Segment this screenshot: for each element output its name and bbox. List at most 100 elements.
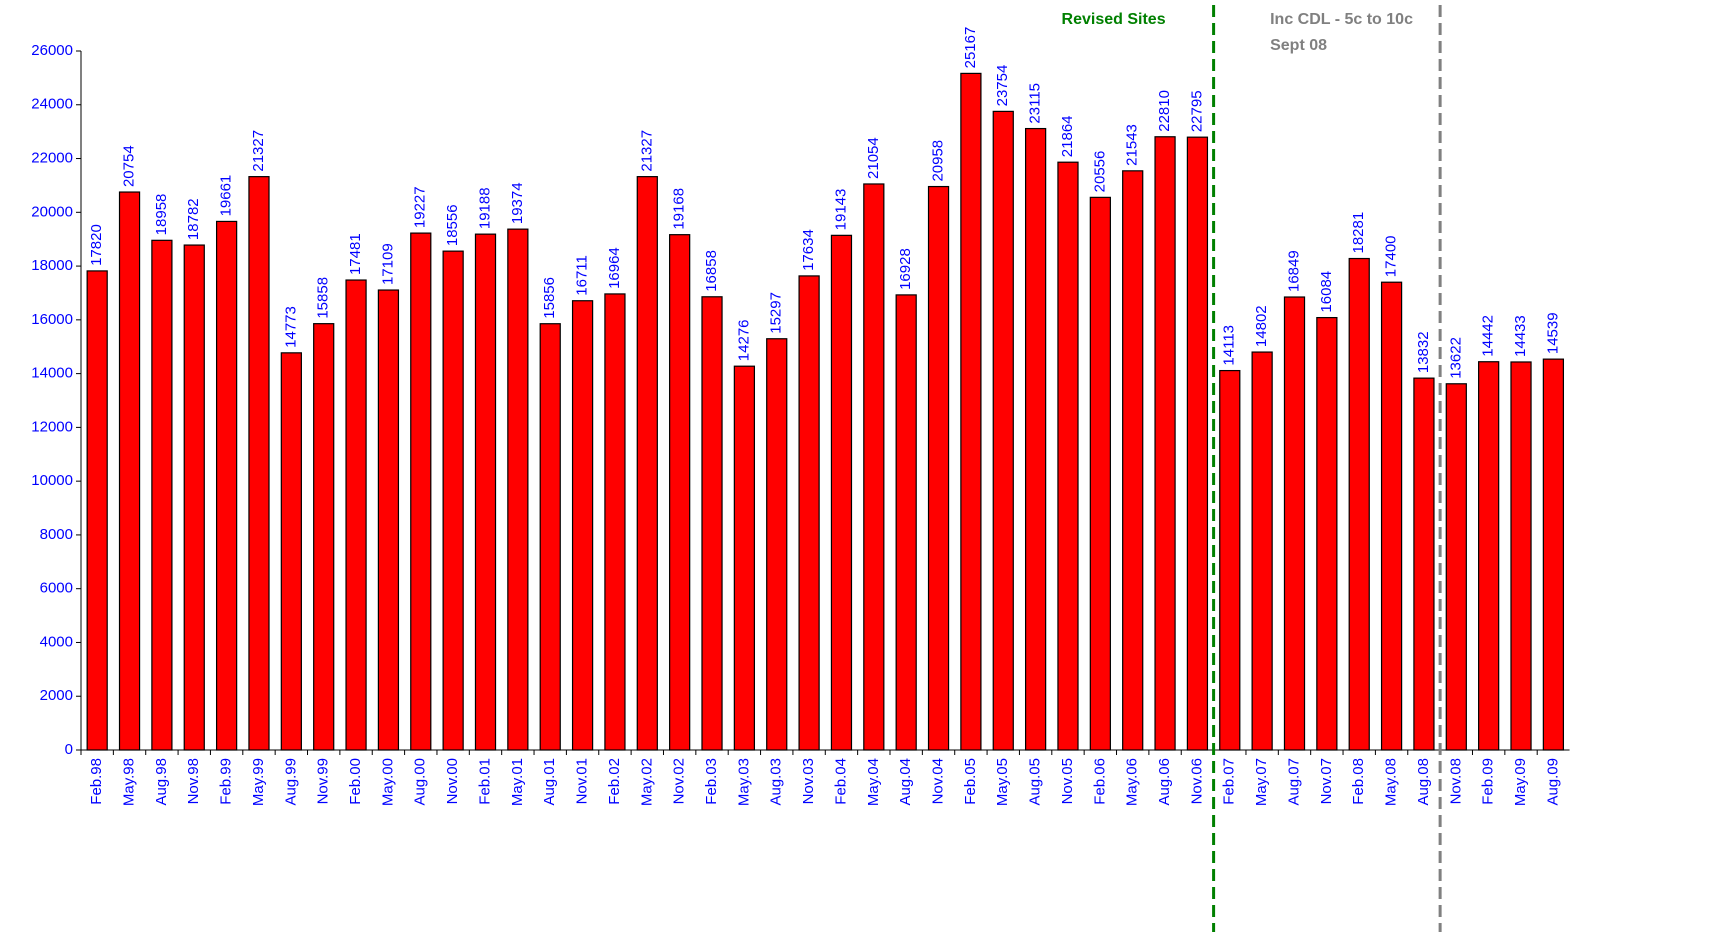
value-label: 20556 xyxy=(1091,151,1108,193)
bar xyxy=(604,293,626,751)
bar xyxy=(86,270,108,751)
x-tick-label: May.09 xyxy=(1512,758,1529,806)
x-tick-label: Aug.08 xyxy=(1415,758,1432,806)
value-label: 15297 xyxy=(768,292,785,334)
value-label: 14113 xyxy=(1221,325,1238,366)
bar xyxy=(1154,136,1176,751)
bar xyxy=(1478,361,1500,751)
bar xyxy=(733,365,756,751)
bar xyxy=(798,275,820,751)
y-tick-label: 6000 xyxy=(40,580,73,597)
y-tick-label: 22000 xyxy=(31,150,73,167)
bar xyxy=(442,250,464,751)
value-label: 19227 xyxy=(412,186,429,228)
x-tick-label: May.06 xyxy=(1124,758,1141,806)
x-tick-label: May.98 xyxy=(121,758,138,806)
value-label: 16711 xyxy=(574,255,591,296)
value-label: 21327 xyxy=(638,130,655,172)
bar xyxy=(1057,161,1079,751)
value-label: 19661 xyxy=(218,175,235,217)
x-tick-label: Aug.05 xyxy=(1027,758,1044,806)
value-label: 15856 xyxy=(541,277,558,319)
value-label: 18281 xyxy=(1350,212,1367,254)
x-tick-label: Nov.08 xyxy=(1447,758,1464,804)
x-tick-label: May.99 xyxy=(250,758,267,806)
y-tick-label: 26000 xyxy=(31,42,73,59)
y-tick-label: 8000 xyxy=(40,526,73,543)
x-tick-label: Aug.00 xyxy=(412,758,429,806)
x-tick-label: Feb.99 xyxy=(218,758,235,805)
bar xyxy=(960,72,982,751)
value-label: 22810 xyxy=(1156,90,1173,132)
x-tick-label: May.07 xyxy=(1253,758,1270,806)
bar xyxy=(701,296,723,751)
x-tick-label: Feb.01 xyxy=(476,758,493,805)
value-label: 13622 xyxy=(1447,337,1464,379)
value-label: 17400 xyxy=(1383,235,1400,277)
value-label: 21543 xyxy=(1124,124,1141,166)
x-tick-label: Aug.01 xyxy=(541,758,558,806)
value-label: 23754 xyxy=(994,65,1011,107)
y-tick-label: 2000 xyxy=(40,687,73,704)
bar xyxy=(1348,257,1370,751)
value-label: 14442 xyxy=(1480,315,1497,357)
value-label: 20754 xyxy=(121,145,138,187)
value-label: 18556 xyxy=(444,204,461,246)
value-label: 21054 xyxy=(865,137,882,179)
value-label: 14539 xyxy=(1544,312,1561,354)
bar xyxy=(1186,136,1209,751)
x-tick-label: Feb.03 xyxy=(703,758,720,805)
bar xyxy=(118,191,141,751)
bar xyxy=(992,110,1014,751)
x-tick-label: Feb.09 xyxy=(1480,758,1497,805)
value-label: 17481 xyxy=(347,233,364,275)
bar xyxy=(183,244,205,751)
bar xyxy=(539,323,561,751)
x-tick-label: Nov.99 xyxy=(315,758,332,804)
x-tick-label: Nov.98 xyxy=(185,758,202,804)
value-label: 19168 xyxy=(671,188,688,230)
x-tick-label: May.08 xyxy=(1383,758,1400,806)
y-tick-label: 4000 xyxy=(40,633,73,650)
value-label: 20958 xyxy=(930,140,947,182)
x-tick-label: Aug.99 xyxy=(282,758,299,806)
value-label: 16928 xyxy=(897,248,914,290)
bar xyxy=(1122,170,1144,751)
value-label: 18782 xyxy=(185,198,202,240)
bar xyxy=(377,289,400,751)
x-tick-label: Nov.01 xyxy=(574,758,591,804)
bar xyxy=(1445,383,1467,751)
value-label: 17820 xyxy=(88,224,105,266)
value-label: 14773 xyxy=(282,306,299,348)
bar xyxy=(863,183,885,751)
bar xyxy=(1024,127,1047,751)
y-tick-label: 14000 xyxy=(31,365,73,382)
bar xyxy=(927,185,950,751)
bar xyxy=(1380,281,1403,751)
bar xyxy=(215,220,238,751)
value-label: 17109 xyxy=(379,243,396,285)
bar xyxy=(895,294,917,751)
bar xyxy=(1413,377,1435,751)
bar xyxy=(151,239,173,751)
annotation: Revised Sites xyxy=(1062,11,1166,28)
bar xyxy=(1542,358,1565,751)
x-tick-label: Feb.04 xyxy=(832,758,849,805)
bar xyxy=(1219,369,1241,751)
bar xyxy=(474,233,497,751)
x-tick-label: May.04 xyxy=(865,758,882,806)
x-tick-label: Aug.04 xyxy=(897,758,914,806)
annotation: Sept 08 xyxy=(1270,37,1327,54)
y-tick-label: 10000 xyxy=(31,472,73,489)
x-tick-label: Aug.98 xyxy=(153,758,170,806)
bar xyxy=(1316,316,1338,751)
bar xyxy=(1089,196,1111,751)
x-tick-label: Nov.00 xyxy=(444,758,461,804)
bar xyxy=(1251,351,1273,751)
y-tick-label: 12000 xyxy=(31,418,73,435)
value-label: 16084 xyxy=(1318,271,1335,313)
x-tick-label: May.05 xyxy=(994,758,1011,806)
bar xyxy=(1510,361,1532,751)
value-label: 16858 xyxy=(703,250,720,292)
